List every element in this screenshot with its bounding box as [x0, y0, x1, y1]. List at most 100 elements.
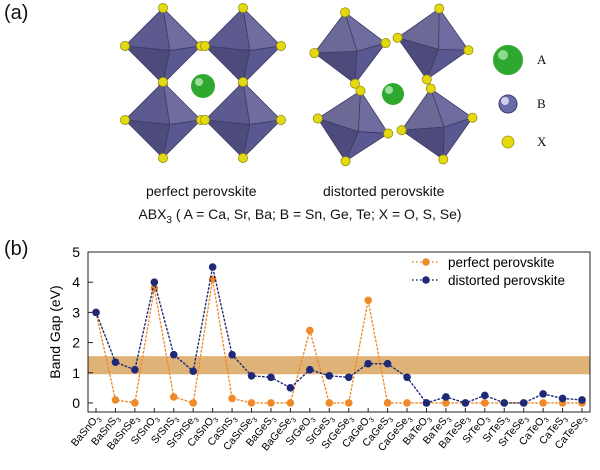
- x-site-atom: [200, 115, 210, 125]
- distorted-perovskite-structure: [309, 3, 478, 167]
- panel-a-label: (a): [4, 2, 29, 24]
- series-1-point: [442, 399, 450, 407]
- legend-marker: [422, 258, 430, 266]
- distorted-octahedron: [312, 85, 394, 167]
- octahedron-face: [124, 81, 171, 125]
- series-line-1: [95, 279, 583, 404]
- distorted-octahedron: [392, 3, 474, 85]
- series-2-point: [578, 396, 586, 404]
- x-site-atom: [392, 32, 403, 43]
- panel-b-label: (b): [4, 238, 29, 260]
- series-2-point: [364, 359, 372, 368]
- x-site-atom: [238, 153, 248, 163]
- series-2-point: [150, 278, 159, 286]
- series-2-point: [422, 399, 431, 407]
- series-2-point: [131, 365, 139, 374]
- site-legend-symbols: [493, 45, 523, 149]
- x-site-atom: [120, 115, 130, 125]
- x-site-label: X: [537, 134, 547, 149]
- octahedron-face: [124, 119, 171, 159]
- legend-marker: [422, 276, 430, 284]
- octahedron-face: [242, 45, 282, 85]
- series-2-point: [325, 371, 334, 380]
- series-1-point: [286, 399, 295, 407]
- x-site-sphere: [501, 135, 515, 149]
- series-2-point: [228, 350, 236, 359]
- series-1-point: [247, 399, 256, 407]
- formula-prefix: ABX: [138, 206, 167, 222]
- octahedron-face: [426, 48, 469, 80]
- a-site-highlight: [195, 78, 203, 86]
- x-site-atom: [309, 48, 320, 58]
- series-2-point: [481, 391, 489, 400]
- series-2-point: [500, 399, 509, 407]
- x-site-atom: [200, 41, 210, 51]
- series-2-point: [306, 365, 314, 374]
- x-site-atom: [350, 78, 360, 89]
- perfect-perovskite-caption: perfect perovskite: [146, 183, 257, 199]
- series-1-point: [111, 396, 120, 404]
- x-site-atom: [434, 3, 445, 14]
- x-site-atom: [380, 38, 391, 48]
- legend-label: distorted perovskite: [448, 273, 565, 288]
- legend-label: perfect perovskite: [448, 255, 555, 270]
- a-site-atom: [382, 83, 404, 105]
- series-2-point: [519, 399, 528, 407]
- target-gap-band: [88, 356, 590, 375]
- x-site-atom: [276, 41, 286, 51]
- y-tick-label: 2: [72, 335, 80, 351]
- x-site-atom: [276, 115, 286, 125]
- x-site-atom: [158, 77, 168, 87]
- x-site-atom: [467, 112, 478, 123]
- series-1-point: [325, 399, 334, 407]
- octahedron-face: [354, 42, 387, 85]
- x-site-atom: [312, 113, 323, 124]
- series-1-point: [169, 393, 178, 401]
- octahedron-face: [345, 131, 389, 162]
- distorted-perovskite-caption: distorted perovskite: [323, 183, 445, 199]
- x-site-atom: [383, 128, 394, 139]
- series-1-point: [267, 399, 275, 407]
- y-tick-label: 0: [72, 395, 80, 411]
- series-2-point: [169, 350, 178, 359]
- series-2-point: [92, 308, 100, 317]
- y-tick-label: 4: [72, 274, 80, 290]
- octahedron-face: [242, 119, 282, 159]
- x-site-atom: [340, 7, 350, 18]
- series-2-point: [539, 390, 547, 398]
- octahedron-face: [162, 7, 202, 51]
- y-axis-label: Band Gap (eV): [47, 285, 63, 378]
- distorted-octahedron: [309, 7, 391, 89]
- x-site-atom: [158, 3, 168, 13]
- octahedron-face: [242, 81, 282, 125]
- series-1-point: [228, 394, 236, 403]
- series-1-point: [364, 296, 372, 305]
- series-1-point: [344, 399, 353, 407]
- series-1-point: [539, 399, 547, 407]
- series-1-point: [403, 399, 411, 407]
- octahedron-face: [204, 119, 251, 159]
- series-1-point: [306, 326, 314, 335]
- series-1-point: [481, 399, 489, 407]
- distorted-octahedron: [396, 83, 478, 165]
- series-2-point: [383, 359, 392, 368]
- octahedron-face: [124, 7, 171, 51]
- series-2-point: [247, 371, 256, 380]
- x-site-atom: [355, 85, 366, 96]
- perfect-perovskite-structure: [120, 3, 286, 163]
- a-site-highlight: [385, 86, 393, 94]
- x-site-atom: [158, 153, 168, 163]
- formula-caption: ABX3 ( A = Ca, Sr, Ba; B = Sn, Ge, Te; X…: [0, 206, 600, 226]
- b-site-sphere: [498, 94, 518, 114]
- series-1-point: [189, 399, 197, 407]
- y-tick-label: 1: [72, 365, 80, 381]
- series-2-point: [344, 373, 353, 382]
- x-site-atom: [421, 74, 432, 85]
- series-2-point: [442, 393, 450, 401]
- formula-rest: ( A = Ca, Sr, Ba; B = Sn, Ge, Te; X = O,…: [171, 206, 462, 222]
- series-2-point: [286, 384, 295, 392]
- a-site-sphere: [493, 45, 523, 75]
- octahedron-face: [162, 119, 202, 159]
- series-1-point: [131, 399, 139, 407]
